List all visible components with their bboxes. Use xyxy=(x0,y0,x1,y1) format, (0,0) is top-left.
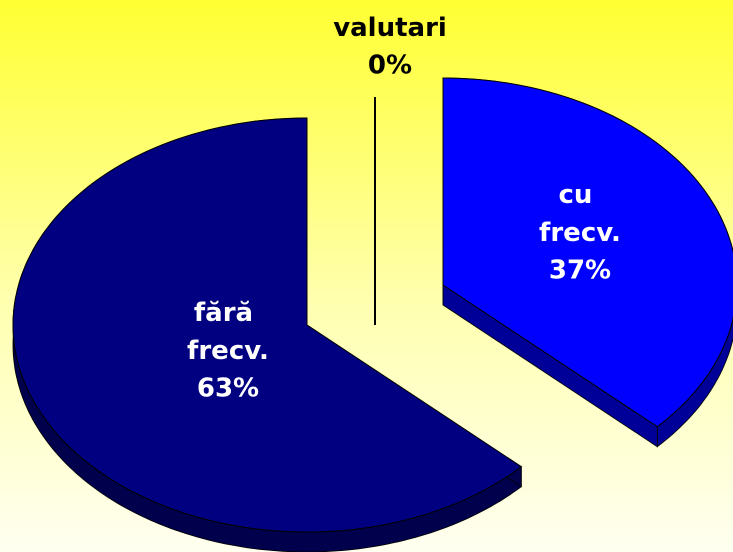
slice-value-label: 37% xyxy=(549,256,611,286)
slice-top xyxy=(442,77,733,428)
pie-slice xyxy=(442,77,733,448)
slice-top xyxy=(12,117,523,533)
pie-slice xyxy=(12,117,523,552)
slice-value-label: 63% xyxy=(197,374,259,404)
slice-value-label: 0% xyxy=(368,51,412,81)
slice-category-label: fără frecv. xyxy=(187,298,269,366)
slice-category-label: valutari xyxy=(333,13,447,43)
slice-category-label: cu frecv. xyxy=(539,180,621,248)
